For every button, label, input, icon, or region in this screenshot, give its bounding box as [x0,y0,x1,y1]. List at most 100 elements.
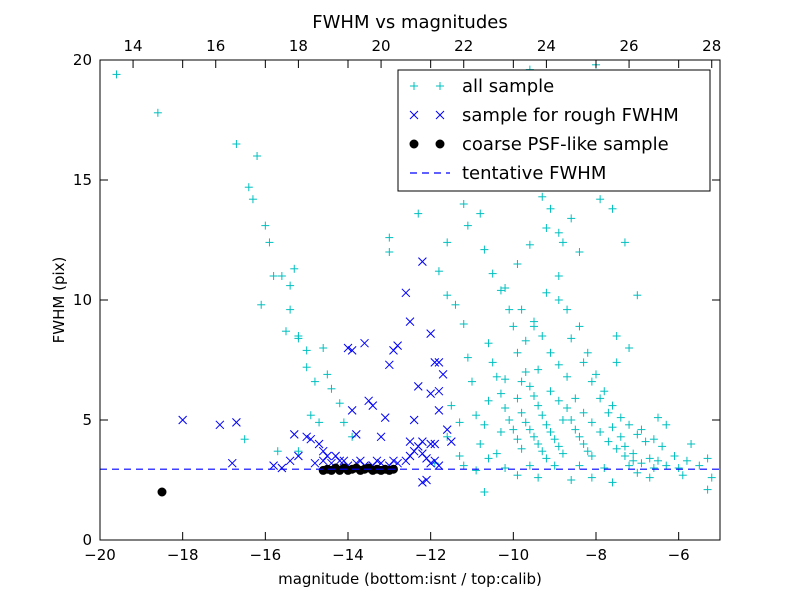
sample-for-rough-fwhm-series [178,257,456,487]
all-sample-point-91 [530,432,538,441]
sample-for-rough-fwhm-point-55-b [430,358,440,367]
sample-for-rough-fwhm-point-27-b [422,454,431,463]
all-sample-point-173 [472,411,481,420]
all-sample-point-19 [302,363,311,372]
sample-for-rough-fwhm-point-6 [302,432,312,442]
all-sample-point-125 [703,454,712,463]
sample-for-rough-fwhm-point-52 [405,437,415,446]
all-sample-point-32 [385,248,394,256]
all-sample-point-150 [649,464,658,472]
y-tick-label-3: 15 [73,171,92,189]
sample-for-rough-fwhm-point-40 [368,401,378,410]
sample-for-rough-fwhm-point-2-b [232,418,241,427]
all-sample-point-103 [579,358,588,367]
coarse-psf-like-sample-point-0 [157,487,167,497]
sample-for-rough-fwhm-point-3 [227,458,237,468]
sample-for-rough-fwhm-point-0-b [178,415,188,425]
all-sample-point-54 [488,358,497,367]
sample-for-rough-fwhm-point-39-b [364,396,374,406]
sample-for-rough-fwhm-point-41 [347,406,357,415]
all-sample-point-22 [327,384,336,393]
all-sample-point-116 [612,332,621,340]
sample-for-rough-fwhm-point-70 [389,456,398,466]
all-sample-point-46 [455,452,464,460]
coarse-psf-like-sample-series [157,463,398,497]
all-sample-point-16 [294,334,303,343]
all-sample-point-172 [641,437,650,446]
all-sample-point-93 [538,447,547,456]
x-tick-label-3: −14 [332,546,364,564]
all-sample-point-108 [616,432,625,441]
sample-for-rough-fwhm-point-69-b [372,456,382,466]
sample-for-rough-fwhm-point-54-b [426,329,436,338]
x-tick-label-7: −6 [668,546,690,564]
all-sample-point-86 [554,442,563,451]
sample-for-rough-fwhm-point-42-b [351,430,361,439]
all-sample-point-192 [645,454,654,463]
sample-for-rough-fwhm-point-26-b [418,449,427,458]
top-tick-label-3: 20 [372,37,391,55]
all-sample-point-57 [501,404,510,412]
sample-for-rough-fwhm-point-41-b [347,406,357,415]
all-sample-point-24 [306,411,315,420]
all-sample-point-127 [703,485,712,494]
all-sample-point-166 [592,370,600,379]
sample-for-rough-fwhm-point-53-b [418,257,427,266]
all-sample-point-133 [645,473,654,482]
sample-for-rough-fwhm-point-1 [215,420,225,430]
sample-for-rough-fwhm-point-11 [310,458,320,468]
top-tick-label-7: 28 [702,37,721,55]
all-sample-point-154 [513,348,522,357]
sample-for-rough-fwhm-point-8-b [314,439,324,449]
all-sample-point-167 [600,387,609,396]
all-sample-point-140 [472,466,481,475]
all-sample-point-28 [240,435,249,444]
all-sample-point-190 [629,456,638,465]
all-sample-point-67 [554,228,563,237]
sample-for-rough-fwhm-point-43-b [376,432,386,442]
sample-for-rough-fwhm-point-29-b [430,456,440,466]
all-sample-point-194 [662,461,671,470]
all-sample-point-106 [604,408,613,417]
all-sample-point-162 [554,272,563,280]
all-sample-point-115 [633,291,642,300]
all-sample-point-61 [517,444,526,453]
sample-for-rough-fwhm-point-37-b [343,343,353,353]
all-sample-point-81 [534,401,543,410]
all-sample-point-49 [488,269,497,278]
all-sample-point-101 [587,452,596,460]
sample-for-rough-fwhm-point-51-b [409,415,419,425]
sample-for-rough-fwhm-point-31-b [426,439,436,449]
all-sample-point-98 [575,432,584,441]
sample-for-rough-fwhm-point-65 [294,451,303,461]
all-sample-point-75 [546,348,555,357]
sample-for-rough-fwhm-point-69 [372,456,382,466]
all-sample-point-121 [658,442,667,451]
all-sample-point-157 [517,305,526,314]
sample-for-rough-fwhm-point-9-b [318,446,328,456]
y-tick-label-4: 20 [73,51,92,69]
sample-for-rough-fwhm-point-36-b [347,346,357,355]
all-sample-point-118 [612,358,621,367]
all-sample-point-68 [558,238,567,247]
all-sample-point-161 [542,224,551,232]
sample-for-rough-fwhm-point-64 [285,456,295,466]
all-sample-point-97 [571,425,580,434]
all-sample-point-30 [294,447,303,456]
all-sample-point-56 [496,389,505,398]
y-tick-label-2: 10 [73,291,92,309]
legend-marker-coarse-psf-like-sample-a [409,139,419,149]
sample-for-rough-fwhm-point-59 [434,406,444,415]
x-tick-label-1: −18 [167,546,199,564]
all-sample-point-21 [323,370,332,379]
all-sample-point-83 [542,420,551,429]
sample-for-rough-fwhm-point-51 [409,415,419,425]
all-sample-point-43 [447,401,456,410]
all-sample-point-174 [476,440,485,448]
all-sample-point-193 [654,456,662,465]
sample-for-rough-fwhm-point-28-b [426,458,436,468]
all-sample-point-77 [563,372,572,381]
legend-marker-all-sample-b [436,82,444,90]
all-sample-point-144 [501,464,510,472]
chart-title: FWHM vs magnitudes [312,12,507,33]
